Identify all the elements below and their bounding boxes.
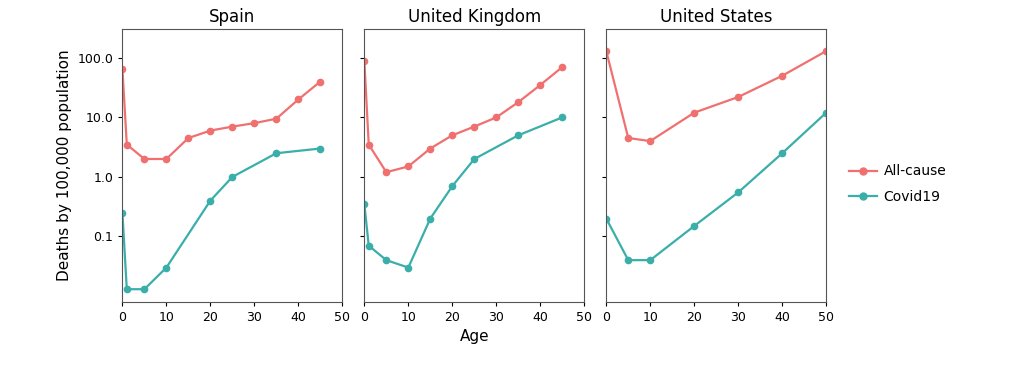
Line: Covid19: Covid19 — [361, 114, 565, 271]
Title: United Kingdom: United Kingdom — [408, 8, 540, 26]
All-cause — [819, 49, 832, 53]
All-cause — [314, 79, 326, 84]
All-cause — [248, 121, 260, 125]
All-cause — [116, 67, 128, 71]
All-cause — [424, 146, 436, 151]
Covid19 — [120, 287, 132, 291]
All-cause — [270, 117, 282, 121]
All-cause — [363, 142, 375, 147]
All-cause — [182, 136, 195, 140]
All-cause — [292, 97, 305, 102]
Covid19 — [688, 224, 700, 228]
All-cause — [226, 124, 238, 129]
All-cause — [555, 65, 568, 69]
All-cause — [445, 133, 458, 138]
Covid19 — [139, 287, 151, 291]
Legend: All-cause, Covid19: All-cause, Covid19 — [843, 159, 951, 209]
Covid19 — [314, 146, 326, 151]
Covid19 — [819, 110, 832, 115]
Y-axis label: Deaths by 100,000 population: Deaths by 100,000 population — [57, 50, 72, 282]
Covid19 — [445, 184, 458, 188]
Covid19 — [160, 265, 172, 270]
Line: Covid19: Covid19 — [602, 110, 828, 263]
Covid19 — [644, 258, 656, 262]
Covid19 — [599, 216, 611, 221]
Covid19 — [468, 157, 480, 161]
All-cause — [358, 59, 370, 63]
Title: Spain: Spain — [209, 8, 255, 26]
Covid19 — [775, 151, 788, 155]
Line: Covid19: Covid19 — [119, 145, 323, 292]
All-cause — [599, 49, 611, 53]
Covid19 — [116, 210, 128, 215]
All-cause — [401, 164, 414, 169]
All-cause — [160, 157, 172, 161]
All-cause — [622, 136, 634, 140]
Line: All-cause: All-cause — [119, 66, 323, 162]
All-cause — [644, 139, 656, 143]
Covid19 — [732, 190, 744, 195]
Line: All-cause: All-cause — [602, 48, 828, 144]
Covid19 — [358, 202, 370, 206]
All-cause — [512, 100, 524, 105]
Covid19 — [401, 265, 414, 270]
Line: All-cause: All-cause — [361, 57, 565, 175]
All-cause — [380, 170, 392, 174]
Title: United States: United States — [659, 8, 771, 26]
All-cause — [204, 128, 216, 133]
Covid19 — [622, 258, 634, 262]
All-cause — [534, 83, 546, 87]
All-cause — [688, 110, 700, 115]
All-cause — [120, 142, 132, 147]
Covid19 — [512, 133, 524, 138]
All-cause — [775, 74, 788, 78]
Covid19 — [226, 175, 238, 179]
Covid19 — [555, 115, 568, 120]
Covid19 — [270, 151, 282, 155]
Covid19 — [363, 244, 375, 248]
X-axis label: Age: Age — [459, 329, 489, 344]
Covid19 — [204, 198, 216, 203]
Covid19 — [380, 258, 392, 262]
All-cause — [468, 124, 480, 129]
Covid19 — [424, 216, 436, 221]
All-cause — [732, 95, 744, 99]
All-cause — [490, 115, 502, 120]
All-cause — [139, 157, 151, 161]
